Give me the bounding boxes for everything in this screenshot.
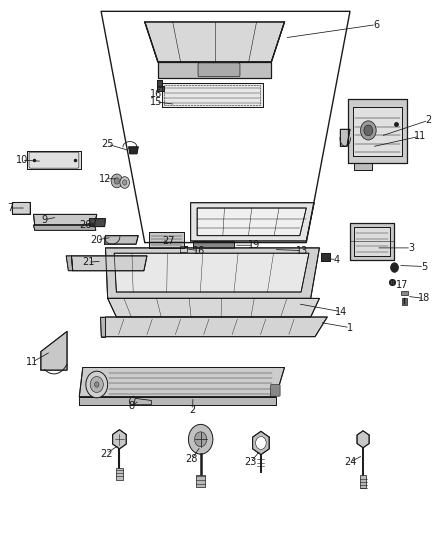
Text: 5: 5 bbox=[421, 262, 427, 271]
Polygon shape bbox=[321, 253, 330, 261]
Polygon shape bbox=[66, 256, 73, 271]
Polygon shape bbox=[158, 62, 272, 78]
Polygon shape bbox=[197, 208, 306, 236]
Polygon shape bbox=[89, 219, 106, 227]
FancyBboxPatch shape bbox=[401, 291, 408, 295]
Text: 28: 28 bbox=[186, 454, 198, 464]
Text: 13: 13 bbox=[296, 246, 308, 255]
Circle shape bbox=[364, 125, 373, 136]
Polygon shape bbox=[100, 317, 106, 337]
FancyBboxPatch shape bbox=[402, 298, 407, 305]
Polygon shape bbox=[33, 225, 96, 230]
Text: 11: 11 bbox=[26, 357, 38, 367]
Text: 3: 3 bbox=[408, 243, 414, 253]
Polygon shape bbox=[134, 398, 151, 405]
Polygon shape bbox=[33, 214, 97, 225]
Circle shape bbox=[256, 437, 266, 449]
Text: 12: 12 bbox=[99, 174, 112, 184]
Text: 9: 9 bbox=[41, 215, 47, 225]
Text: 1: 1 bbox=[347, 322, 353, 333]
Polygon shape bbox=[354, 227, 390, 256]
FancyBboxPatch shape bbox=[116, 468, 123, 480]
Text: 25: 25 bbox=[102, 139, 114, 149]
Circle shape bbox=[360, 121, 376, 140]
Polygon shape bbox=[149, 232, 184, 248]
Circle shape bbox=[391, 263, 399, 272]
Polygon shape bbox=[79, 397, 276, 405]
Text: 2: 2 bbox=[425, 115, 432, 125]
Circle shape bbox=[90, 376, 103, 392]
Text: 23: 23 bbox=[244, 457, 257, 467]
Polygon shape bbox=[156, 80, 162, 87]
Text: 7: 7 bbox=[7, 203, 14, 213]
Polygon shape bbox=[106, 248, 319, 298]
Polygon shape bbox=[79, 368, 285, 397]
Polygon shape bbox=[41, 332, 67, 370]
Polygon shape bbox=[193, 241, 234, 248]
Circle shape bbox=[120, 176, 130, 188]
Polygon shape bbox=[340, 130, 350, 147]
FancyBboxPatch shape bbox=[196, 475, 205, 487]
Text: 8: 8 bbox=[129, 401, 135, 411]
Circle shape bbox=[95, 382, 99, 387]
Polygon shape bbox=[108, 298, 319, 317]
Text: 19: 19 bbox=[248, 240, 260, 250]
Circle shape bbox=[194, 432, 207, 447]
Polygon shape bbox=[27, 151, 81, 169]
Polygon shape bbox=[129, 147, 138, 154]
Polygon shape bbox=[71, 256, 147, 271]
Text: 17: 17 bbox=[396, 280, 409, 290]
Polygon shape bbox=[354, 163, 372, 169]
Text: 18: 18 bbox=[418, 293, 430, 303]
Polygon shape bbox=[114, 253, 309, 292]
Text: 11: 11 bbox=[414, 131, 426, 141]
Circle shape bbox=[188, 424, 213, 454]
Polygon shape bbox=[357, 431, 369, 448]
Polygon shape bbox=[350, 223, 394, 260]
Text: 6: 6 bbox=[373, 20, 379, 30]
Circle shape bbox=[111, 174, 123, 188]
Circle shape bbox=[86, 371, 108, 398]
FancyBboxPatch shape bbox=[271, 384, 280, 396]
Text: 16: 16 bbox=[149, 88, 162, 99]
Polygon shape bbox=[191, 203, 314, 241]
Polygon shape bbox=[353, 107, 402, 156]
Text: 24: 24 bbox=[344, 457, 356, 467]
Polygon shape bbox=[253, 431, 269, 455]
Text: 10: 10 bbox=[15, 155, 28, 165]
Text: 2: 2 bbox=[190, 405, 196, 415]
Text: 15: 15 bbox=[149, 96, 162, 107]
Text: 14: 14 bbox=[335, 306, 347, 317]
Polygon shape bbox=[145, 22, 285, 62]
Text: 26: 26 bbox=[80, 220, 92, 230]
Text: 4: 4 bbox=[334, 255, 340, 264]
Text: 16: 16 bbox=[193, 246, 205, 255]
Polygon shape bbox=[348, 99, 407, 163]
FancyBboxPatch shape bbox=[198, 63, 240, 77]
Text: 27: 27 bbox=[162, 236, 175, 246]
Circle shape bbox=[114, 177, 120, 184]
Polygon shape bbox=[106, 317, 327, 337]
FancyBboxPatch shape bbox=[360, 475, 366, 488]
Polygon shape bbox=[156, 86, 164, 91]
Polygon shape bbox=[180, 246, 187, 252]
Polygon shape bbox=[105, 236, 138, 244]
Polygon shape bbox=[162, 83, 263, 107]
Circle shape bbox=[123, 180, 127, 185]
Text: 21: 21 bbox=[82, 257, 94, 267]
Polygon shape bbox=[12, 201, 30, 214]
Polygon shape bbox=[113, 430, 126, 449]
Text: 22: 22 bbox=[100, 449, 113, 458]
Text: 20: 20 bbox=[91, 235, 103, 245]
